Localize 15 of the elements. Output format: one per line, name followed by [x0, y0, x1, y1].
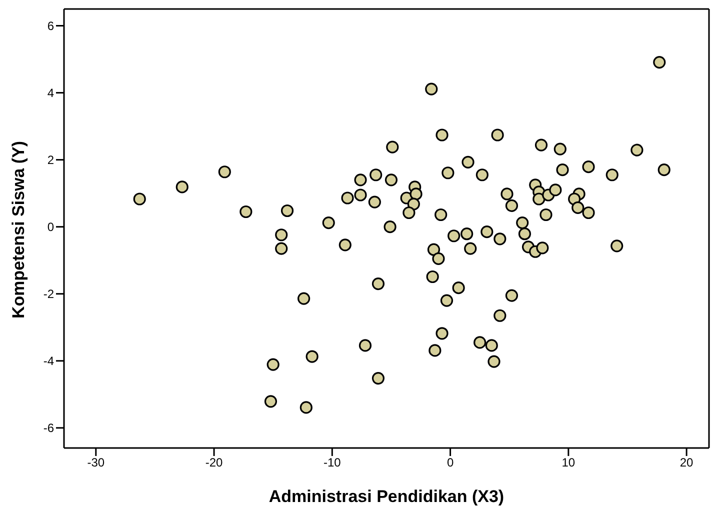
- x-tick-label: 0: [446, 456, 454, 470]
- y-tick-label: 6: [47, 19, 54, 34]
- y-tick-label: -4: [43, 354, 54, 368]
- y-tick-label: -6: [43, 421, 54, 436]
- y-tick-label: 0: [47, 220, 54, 234]
- y-axis-title: Kompetensi Siswa (Y): [9, 140, 28, 318]
- x-axis-title: Administrasi Pendidikan (X3): [268, 487, 504, 506]
- y-tick-label: -2: [43, 287, 54, 302]
- y-tick-label: 2: [47, 153, 54, 168]
- y-tick-label: 4: [47, 86, 54, 100]
- x-tick-label: 10: [562, 456, 576, 470]
- x-tick-label: 20: [680, 456, 694, 470]
- x-tick-label: -10: [323, 456, 342, 470]
- x-tick-label: -20: [205, 456, 224, 470]
- x-tick-label: -30: [87, 456, 105, 470]
